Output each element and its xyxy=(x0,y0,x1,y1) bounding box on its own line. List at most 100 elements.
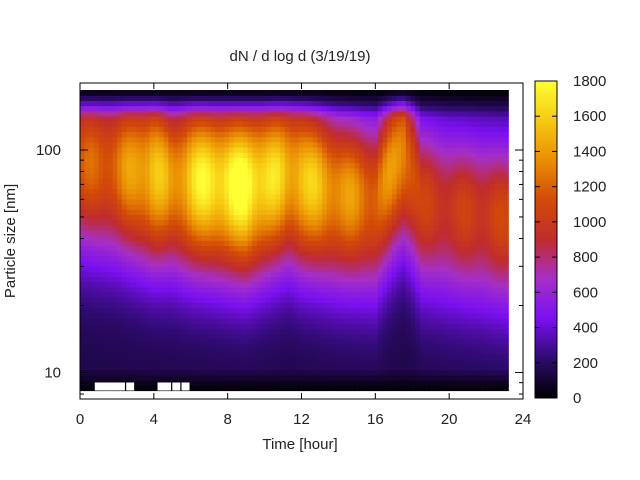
heatmap-cell xyxy=(461,276,467,283)
heatmap-cell xyxy=(219,131,225,138)
heatmap-cell xyxy=(187,214,193,221)
heatmap-cell xyxy=(154,255,160,262)
heatmap-cell xyxy=(387,152,393,158)
heatmap-cell xyxy=(284,343,291,350)
heatmap-cell xyxy=(294,364,300,371)
heatmap-cell xyxy=(187,374,193,381)
heatmap-cell xyxy=(340,276,346,283)
heatmap-cell xyxy=(470,338,477,345)
heatmap-cell xyxy=(317,328,323,335)
heatmap-cell xyxy=(233,338,239,345)
heatmap-cell xyxy=(308,333,314,340)
heatmap-cell xyxy=(368,110,374,117)
heatmap-cell xyxy=(89,333,95,340)
heatmap-cell xyxy=(359,240,365,247)
heatmap-cell xyxy=(294,162,300,169)
heatmap-cell xyxy=(294,385,300,392)
heatmap-cell xyxy=(368,219,374,226)
heatmap-cell xyxy=(242,286,249,293)
heatmap-cell xyxy=(154,110,160,117)
heatmap-cell xyxy=(326,126,332,133)
heatmap-cell xyxy=(117,286,123,293)
heatmap-cell xyxy=(163,172,170,179)
heatmap-cell xyxy=(280,193,286,200)
heatmap-cell xyxy=(121,172,128,179)
heatmap-cell xyxy=(233,157,239,164)
heatmap-cell xyxy=(401,188,407,195)
heatmap-cell xyxy=(135,131,142,138)
heatmap-cell xyxy=(112,374,118,381)
heatmap-cell xyxy=(219,312,225,319)
heatmap-cell xyxy=(382,374,388,381)
heatmap-cell xyxy=(168,343,174,350)
heatmap-cell xyxy=(312,162,318,169)
heatmap-cell xyxy=(103,349,109,355)
heatmap-cell xyxy=(396,214,402,221)
heatmap-cell xyxy=(177,302,184,309)
heatmap-cell xyxy=(256,250,263,257)
heatmap-cell xyxy=(363,219,370,226)
heatmap-cell xyxy=(219,141,225,148)
heatmap-cell xyxy=(419,307,426,314)
heatmap-cell xyxy=(405,245,412,252)
heatmap-cell xyxy=(191,219,197,226)
heatmap-cell xyxy=(424,115,430,122)
heatmap-cell xyxy=(363,90,370,96)
heatmap-cell xyxy=(391,214,398,221)
heatmap-cell xyxy=(405,193,412,200)
heatmap-cell xyxy=(275,302,281,309)
heatmap-cell xyxy=(135,380,142,386)
heatmap-cell xyxy=(298,146,305,153)
heatmap-cell xyxy=(89,271,95,278)
heatmap-cell xyxy=(80,349,86,355)
heatmap-cell xyxy=(466,229,472,236)
heatmap-cell xyxy=(261,162,267,169)
heatmap-cell xyxy=(261,364,267,371)
heatmap-cell xyxy=(331,126,337,133)
heatmap-cell xyxy=(298,131,305,138)
heatmap-cell xyxy=(336,292,342,298)
heatmap-cell xyxy=(317,364,323,371)
heatmap-cell xyxy=(461,167,467,174)
heatmap-cell xyxy=(415,90,421,96)
heatmap-cell xyxy=(359,286,365,293)
heatmap-cell xyxy=(443,338,449,345)
heatmap-cell xyxy=(438,312,444,319)
heatmap-cell xyxy=(354,126,360,133)
heatmap-cell xyxy=(382,209,388,215)
heatmap-cell xyxy=(191,276,197,283)
heatmap-cell xyxy=(303,100,309,107)
heatmap-cell xyxy=(354,198,360,205)
heatmap-cell xyxy=(280,105,286,112)
heatmap-cell xyxy=(103,276,109,283)
heatmap-cell xyxy=(163,105,170,112)
heatmap-cell xyxy=(93,286,100,293)
heatmap-cell xyxy=(433,198,440,205)
heatmap-cell xyxy=(224,250,230,257)
heatmap-cell xyxy=(107,198,114,205)
heatmap-cell xyxy=(242,343,249,350)
heatmap-cell xyxy=(368,193,374,200)
heatmap-cell xyxy=(131,157,137,164)
heatmap-cell xyxy=(121,146,128,153)
heatmap-cell xyxy=(331,224,337,231)
heatmap-cell xyxy=(154,131,160,138)
heatmap-cell xyxy=(443,374,449,381)
heatmap-cell xyxy=(475,235,481,241)
heatmap-cell xyxy=(312,229,318,236)
heatmap-cell xyxy=(322,110,328,117)
heatmap-cell xyxy=(419,240,426,247)
heatmap-cell xyxy=(373,100,379,107)
heatmap-cell xyxy=(252,167,258,174)
heatmap-cell xyxy=(452,349,458,355)
heatmap-cell xyxy=(98,250,104,257)
heatmap-cell xyxy=(168,146,174,153)
heatmap-cell xyxy=(154,385,160,392)
heatmap-cell xyxy=(154,323,160,329)
heatmap-cell xyxy=(270,250,277,257)
heatmap-cell xyxy=(345,323,351,329)
heatmap-cell xyxy=(294,167,300,174)
heatmap-cell xyxy=(205,359,211,366)
heatmap-cell xyxy=(391,193,398,200)
heatmap-cell xyxy=(154,286,160,293)
